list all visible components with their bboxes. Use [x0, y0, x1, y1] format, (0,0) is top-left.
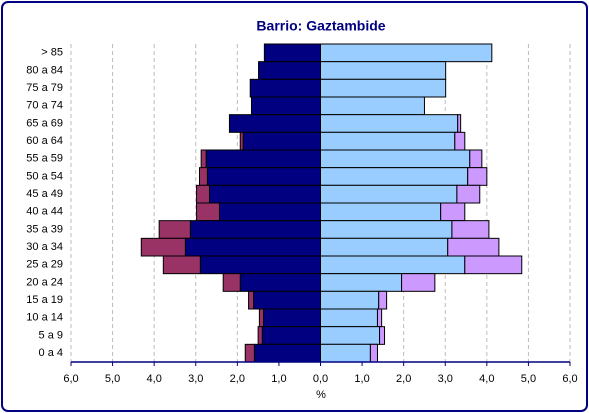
bar — [467, 167, 488, 186]
bar — [253, 290, 321, 310]
y-tick-label: 55 a 59 — [26, 153, 63, 165]
bar — [378, 290, 388, 310]
bar — [158, 220, 191, 239]
y-tick-label: 20 a 24 — [26, 276, 63, 288]
bar — [401, 273, 436, 292]
bar — [320, 184, 458, 204]
bar — [200, 149, 207, 169]
bar — [379, 326, 386, 345]
x-tick-label: 3,0 — [438, 373, 453, 385]
x-tick-label: 6,0 — [562, 373, 577, 385]
bar — [447, 237, 500, 257]
bar — [239, 131, 244, 151]
x-tick-label: 5,0 — [521, 373, 536, 385]
bar — [451, 220, 490, 239]
bar — [320, 202, 442, 222]
bar — [218, 202, 321, 222]
bar — [199, 255, 322, 275]
bar — [196, 202, 220, 222]
bar — [320, 290, 380, 310]
bar — [208, 184, 321, 204]
x-tick-label: 5,0 — [105, 373, 120, 385]
x-tick-label: 4,0 — [479, 373, 494, 385]
bar — [320, 255, 466, 275]
bar — [320, 61, 447, 80]
bar — [189, 220, 321, 239]
bar — [258, 61, 321, 80]
y-tick-label: 0 a 4 — [39, 347, 63, 359]
y-tick-label: 60 a 64 — [26, 135, 63, 147]
bar — [369, 343, 378, 363]
y-tick-label: 15 a 19 — [26, 294, 63, 306]
bar — [198, 167, 208, 186]
bar — [320, 220, 453, 239]
bar — [320, 237, 449, 257]
bar — [263, 43, 321, 63]
bar — [196, 184, 210, 204]
x-tick-label: 2,0 — [396, 373, 411, 385]
bar — [320, 273, 403, 292]
bar — [263, 308, 321, 328]
bar — [457, 114, 462, 133]
bar — [320, 167, 469, 186]
chart-title: Barrio: Gaztambide — [256, 18, 385, 34]
bar — [253, 343, 322, 363]
y-tick-label: 5 a 9 — [39, 329, 63, 341]
bar — [205, 149, 321, 169]
y-tick-label: 75 a 79 — [26, 82, 63, 94]
y-tick-label: > 85 — [41, 47, 63, 59]
bar — [464, 255, 523, 275]
x-tick-label: 3,0 — [188, 373, 203, 385]
y-tick-label: 35 a 39 — [26, 223, 63, 235]
bar — [320, 149, 471, 169]
x-tick-label: 2,0 — [230, 373, 245, 385]
bar — [248, 290, 255, 310]
bar — [184, 237, 321, 257]
bar — [456, 184, 481, 204]
bar — [257, 326, 263, 345]
y-tick-label: 30 a 34 — [26, 241, 63, 253]
bar — [258, 308, 265, 328]
y-tick-label: 80 a 84 — [26, 64, 63, 76]
bar — [376, 308, 383, 328]
y-tick-label: 45 a 49 — [26, 188, 63, 200]
y-tick-label: 65 a 69 — [26, 117, 63, 129]
x-tick-label: 4,0 — [147, 373, 162, 385]
bar — [320, 43, 493, 63]
bar — [249, 78, 321, 98]
y-tick-label: 50 a 54 — [26, 170, 63, 182]
bar — [320, 114, 459, 133]
x-tick-label: 0,0 — [313, 373, 328, 385]
bar — [242, 131, 321, 151]
y-tick-label: 40 a 44 — [26, 206, 63, 218]
bar — [244, 343, 255, 363]
bar — [206, 167, 321, 186]
x-tick-label: 1,0 — [271, 373, 286, 385]
bar — [320, 131, 456, 151]
bar — [239, 273, 322, 292]
y-tick-label: 10 a 14 — [26, 312, 63, 324]
bar — [250, 96, 321, 116]
x-tick-label: 1,0 — [354, 373, 369, 385]
y-tick-label: 25 a 29 — [26, 259, 63, 271]
bar — [440, 202, 466, 222]
bar — [320, 326, 381, 345]
bar — [222, 273, 241, 292]
y-tick-label: 70 a 74 — [26, 100, 63, 112]
bar — [320, 96, 425, 116]
bar — [469, 149, 483, 169]
bar — [320, 308, 378, 328]
bar — [320, 78, 447, 98]
bar — [228, 114, 321, 133]
bar — [261, 326, 321, 345]
bar — [320, 343, 371, 363]
x-axis-label: % — [316, 389, 326, 401]
bar — [162, 255, 201, 275]
bar — [454, 131, 466, 151]
x-tick-label: 6,0 — [63, 373, 78, 385]
bar — [140, 237, 186, 257]
